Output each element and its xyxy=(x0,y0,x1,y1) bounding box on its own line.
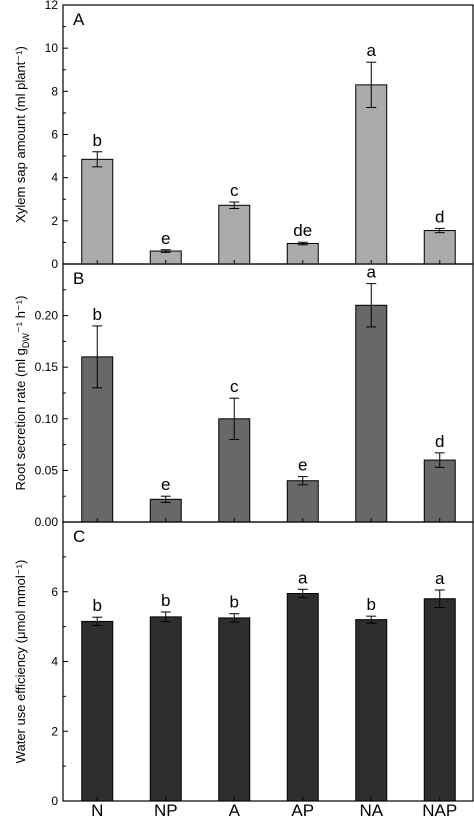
significance-letter: a xyxy=(435,569,445,588)
significance-letter: c xyxy=(230,377,239,396)
significance-letter: a xyxy=(298,568,308,587)
significance-letter: e xyxy=(161,229,170,248)
y-tick-label: 10 xyxy=(45,41,59,55)
y-tick-label: 6 xyxy=(51,128,58,142)
significance-letter: a xyxy=(367,41,377,60)
bar xyxy=(286,480,319,523)
y-tick-label: 0 xyxy=(51,257,58,271)
x-tick-label: N xyxy=(91,801,103,819)
bar xyxy=(423,459,456,523)
significance-letter: e xyxy=(161,475,170,494)
y-tick-label: 2 xyxy=(51,214,58,228)
significance-letter: b xyxy=(93,305,102,324)
significance-letter: b xyxy=(93,596,102,615)
bar xyxy=(218,204,251,265)
significance-letter: de xyxy=(293,221,312,240)
x-tick-label: NAP xyxy=(422,801,457,819)
bar xyxy=(286,592,319,802)
y-tick-label: 4 xyxy=(51,655,58,669)
y-tick-label: 2 xyxy=(51,724,58,738)
y-axis-label-main: Root secretion rate (ml g xyxy=(13,348,28,490)
panel-frame xyxy=(62,4,474,265)
significance-letter: b xyxy=(230,593,239,612)
bar xyxy=(355,304,388,523)
panel-label: A xyxy=(73,10,85,29)
significance-letter: b xyxy=(161,591,170,610)
significance-letter: d xyxy=(435,207,444,226)
significance-letter: d xyxy=(435,432,444,451)
significance-letter: e xyxy=(298,456,307,475)
bar xyxy=(149,616,182,802)
panel-label: B xyxy=(73,269,84,288)
y-tick-label: 0.10 xyxy=(35,412,59,426)
bar xyxy=(81,158,114,265)
panel-label: C xyxy=(73,527,85,546)
y-axis-label: Water use efficiency (μmol mmol⁻¹) xyxy=(13,560,28,764)
significance-letter: b xyxy=(93,131,102,150)
bar xyxy=(355,619,388,802)
y-axis-label-subscript: DW xyxy=(21,333,31,348)
y-tick-label: 8 xyxy=(51,84,58,98)
y-tick-label: 0.00 xyxy=(35,515,59,529)
y-tick-label: 0 xyxy=(51,794,58,808)
panel-frame xyxy=(62,521,474,802)
x-tick-label: NP xyxy=(154,801,178,819)
y-tick-label: 12 xyxy=(45,0,59,12)
significance-letter: a xyxy=(367,263,377,282)
y-axis-label-end: ⁻¹ h⁻¹) xyxy=(13,296,28,334)
y-tick-label: 0.15 xyxy=(35,360,59,374)
bar xyxy=(355,84,388,265)
significance-letter: c xyxy=(230,181,239,200)
x-tick-label: NA xyxy=(359,801,383,819)
y-tick-label: 6 xyxy=(51,585,58,599)
y-axis-label: Xylem sap amount (ml plant⁻¹) xyxy=(13,46,28,223)
bar xyxy=(218,617,251,802)
significance-letter: b xyxy=(367,595,376,614)
x-tick-label: AP xyxy=(291,801,314,819)
y-tick-label: 0.05 xyxy=(35,463,59,477)
y-axis-label: Root secretion rate (ml gDW⁻¹ h⁻¹) xyxy=(13,296,31,491)
bar xyxy=(81,620,114,802)
y-tick-label: 4 xyxy=(51,171,58,185)
bar xyxy=(423,598,456,802)
bar xyxy=(423,230,456,265)
y-tick-label: 0.20 xyxy=(35,309,59,323)
panel-frame xyxy=(62,263,474,523)
x-tick-label: A xyxy=(229,801,241,819)
